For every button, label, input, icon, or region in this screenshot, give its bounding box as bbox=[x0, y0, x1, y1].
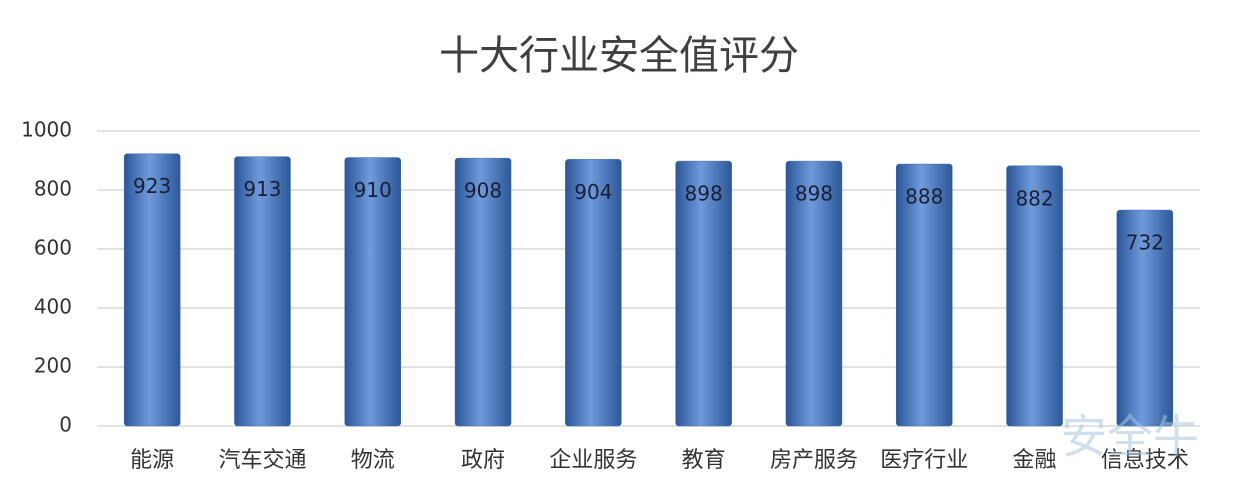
data-label: 732 bbox=[1126, 231, 1164, 255]
x-tick-label: 医疗行业 bbox=[880, 448, 968, 473]
data-label: 910 bbox=[354, 178, 392, 202]
x-tick-label: 能源 bbox=[130, 448, 174, 473]
x-tick-label: 企业服务 bbox=[549, 448, 637, 473]
data-label: 882 bbox=[1015, 186, 1053, 210]
data-label: 888 bbox=[905, 185, 943, 209]
x-tick-label: 物流 bbox=[351, 448, 395, 473]
x-tick-label: 房产服务 bbox=[770, 448, 858, 473]
data-label: 904 bbox=[574, 180, 612, 204]
bar bbox=[565, 159, 622, 427]
bar bbox=[896, 163, 953, 427]
bar bbox=[1006, 165, 1063, 427]
data-label: 898 bbox=[685, 182, 723, 206]
bar bbox=[234, 156, 291, 427]
y-tick-label: 400 bbox=[34, 295, 72, 319]
data-label: 923 bbox=[133, 174, 171, 198]
y-tick-label: 0 bbox=[59, 413, 72, 437]
y-tick-label: 1000 bbox=[21, 118, 72, 142]
bar bbox=[344, 157, 401, 427]
x-tick-label: 教育 bbox=[682, 448, 726, 473]
chart-title: 十大行业安全值评分 bbox=[439, 33, 799, 79]
bar bbox=[1116, 209, 1174, 427]
bar bbox=[123, 153, 181, 427]
x-tick-label: 汽车交通 bbox=[218, 448, 306, 473]
y-tick-label: 200 bbox=[34, 354, 72, 378]
y-tick-label: 800 bbox=[34, 177, 72, 201]
data-label: 913 bbox=[243, 177, 281, 201]
x-tick-label: 政府 bbox=[461, 448, 505, 473]
bar bbox=[454, 157, 512, 427]
bar bbox=[785, 160, 843, 427]
bar bbox=[675, 160, 732, 427]
x-tick-label: 信息技术 bbox=[1101, 448, 1189, 473]
data-label: 908 bbox=[464, 179, 502, 203]
watermark: 安全牛 bbox=[1061, 410, 1199, 464]
y-tick-label: 600 bbox=[34, 236, 72, 260]
data-label: 898 bbox=[795, 182, 833, 206]
x-tick-label: 金融 bbox=[1013, 448, 1057, 473]
